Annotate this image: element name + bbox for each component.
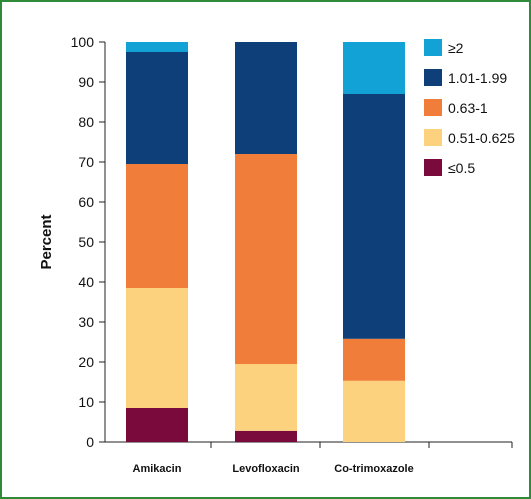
bar-segment — [343, 338, 405, 381]
bar-segment — [126, 288, 188, 408]
y-tick-label: 100 — [71, 34, 95, 50]
bar-segment — [126, 42, 188, 52]
legend-swatch — [424, 99, 442, 116]
legend-label: ≤0.5 — [448, 160, 475, 176]
bar-segment — [343, 380, 405, 442]
y-tick-label: 10 — [78, 394, 94, 410]
y-tick-label: 80 — [78, 114, 94, 130]
bars — [126, 42, 405, 442]
y-tick-label: 90 — [78, 74, 94, 90]
x-category-label: Co-trimoxazole — [334, 463, 413, 475]
bar-segment — [126, 408, 188, 442]
bar-segment — [235, 364, 297, 431]
legend-label: 0.51-0.625 — [448, 130, 515, 146]
bar-segment — [343, 94, 405, 339]
bar-segment — [126, 52, 188, 164]
legend-label: 1.01-1.99 — [448, 70, 507, 86]
y-ticks: 0 10 20 30 40 50 60 70 80 90 100 — [71, 34, 513, 450]
y-tick-label: 60 — [78, 194, 94, 210]
y-tick-label: 40 — [78, 274, 94, 290]
y-tick-label: 0 — [86, 434, 94, 450]
x-category-label: Amikacin — [133, 463, 182, 475]
bar-segment — [235, 430, 297, 442]
y-axis-title: Percent — [38, 214, 55, 269]
bar-segment — [235, 42, 297, 154]
y-tick-label: 30 — [78, 314, 94, 330]
x-category-label: Levofloxacin — [232, 463, 300, 475]
y-tick-label: 20 — [78, 354, 94, 370]
y-tick-label: 50 — [78, 234, 94, 250]
legend-swatch — [424, 129, 442, 146]
y-tick-label: 70 — [78, 154, 94, 170]
legend-label: 0.63-1 — [448, 100, 488, 116]
bar-segment — [343, 42, 405, 94]
bar-segment — [235, 154, 297, 364]
x-tick-labels: Amikacin Levofloxacin Co-trimoxazole — [133, 463, 414, 475]
legend-swatch — [424, 159, 442, 176]
legend: ≥2 1.01-1.99 0.63-1 0.51-0.625 ≤0.5 — [424, 39, 515, 176]
legend-label: ≥2 — [448, 40, 464, 56]
legend-swatch — [424, 69, 442, 86]
bar-segment — [126, 164, 188, 288]
legend-swatch — [424, 39, 442, 56]
